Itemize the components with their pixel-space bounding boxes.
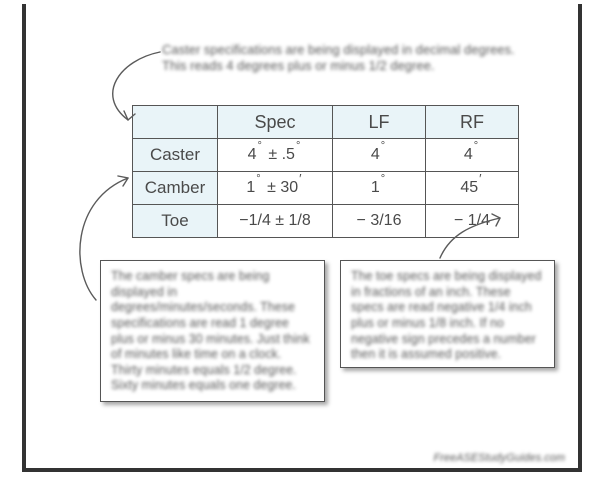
val: 4: [371, 146, 380, 163]
camber-lf: 1°: [333, 172, 426, 205]
col-header-blank: [133, 106, 218, 139]
minute-symbol: ′: [479, 171, 481, 186]
credit-line: FreeASEStudyGuides.com: [434, 452, 565, 466]
table-row-toe: Toe −1/4 ± 1/8 − 3/16 − 1/4: [133, 205, 519, 238]
alignment-spec-table: Spec LF RF Caster 4° ± .5° 4° 4° Camber …: [132, 105, 519, 238]
val: 1: [371, 179, 380, 196]
degree-symbol: °: [381, 173, 385, 185]
annotation-toe: The toe specs are being displayed in fra…: [351, 269, 544, 363]
caster-rf: 4°: [426, 139, 519, 172]
col-header-rf: RF: [426, 106, 519, 139]
degree-symbol: °: [256, 173, 260, 185]
col-header-lf: LF: [333, 106, 426, 139]
caster-lf: 4°: [333, 139, 426, 172]
degree-symbol: °: [474, 140, 478, 152]
annotation-caster: Caster specifications are being displaye…: [162, 42, 542, 75]
camber-rf: 45′: [426, 172, 519, 205]
degree-symbol: °: [296, 140, 300, 152]
row-label-toe: Toe: [133, 205, 218, 238]
table-header-row: Spec LF RF: [133, 106, 519, 139]
toe-rf: − 1/4: [426, 205, 519, 238]
val: 45: [460, 179, 478, 196]
degree-symbol: °: [258, 140, 262, 152]
val: 1: [246, 179, 255, 196]
degree-symbol: °: [381, 140, 385, 152]
toe-lf: − 3/16: [333, 205, 426, 238]
toe-spec: −1/4 ± 1/8: [218, 205, 333, 238]
caster-spec: 4° ± .5°: [218, 139, 333, 172]
annotation-camber-box: The camber specs are being displayed in …: [100, 260, 325, 402]
val: ± .5: [264, 146, 295, 163]
table-row-caster: Caster 4° ± .5° 4° 4°: [133, 139, 519, 172]
val: 4: [248, 146, 257, 163]
annotation-toe-box: The toe specs are being displayed in fra…: [340, 260, 555, 368]
row-label-camber: Camber: [133, 172, 218, 205]
val: ± 30: [263, 179, 298, 196]
col-header-spec: Spec: [218, 106, 333, 139]
val: 4: [464, 146, 473, 163]
camber-spec: 1° ± 30′: [218, 172, 333, 205]
row-label-caster: Caster: [133, 139, 218, 172]
table-row-camber: Camber 1° ± 30′ 1° 45′: [133, 172, 519, 205]
minute-symbol: ′: [299, 171, 301, 186]
annotation-camber: The camber specs are being displayed in …: [111, 269, 314, 394]
